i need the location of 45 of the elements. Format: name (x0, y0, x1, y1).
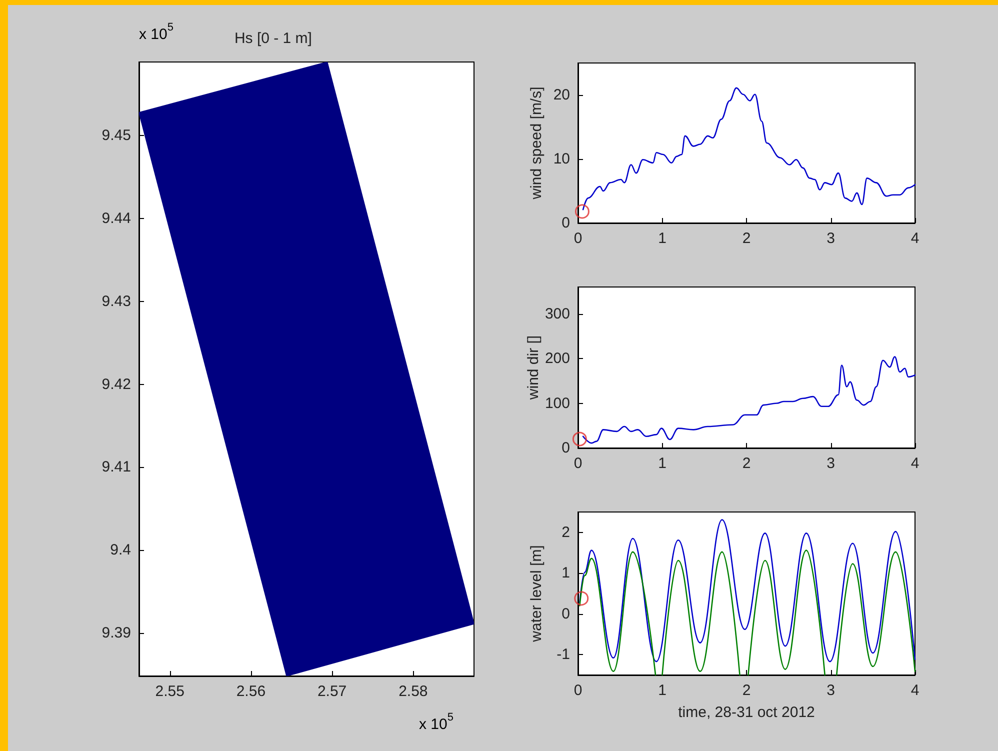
y-tick-label: 9.44 (102, 210, 131, 228)
y-tick-label: 20 (553, 86, 570, 104)
y-tick-label: 100 (544, 394, 570, 412)
x-tick-label: 4 (910, 682, 920, 699)
x-axis-title: time, 28-31 oct 2012 (678, 704, 815, 721)
y-tick-label: 0 (562, 605, 570, 622)
chart-title: Hs [0 - 1 m] (234, 30, 312, 47)
line-series (579, 519, 916, 662)
x-tick-label: 2.56 (236, 683, 266, 700)
x-tick-label: 2.58 (398, 683, 428, 700)
x-tick-label: 2 (742, 682, 751, 699)
x-tick-label: 2 (742, 455, 751, 472)
x-tick-label: 3 (826, 230, 835, 247)
y-tick-label: 9.4 (110, 542, 131, 559)
y-tick-label: 9.42 (102, 376, 131, 393)
y-axis-title: wind dir [] (525, 335, 542, 401)
y-tick-label: 2 (562, 524, 570, 541)
y-tick-label: 9.39 (102, 624, 131, 642)
x-tick-label: 2.55 (155, 683, 184, 700)
y-tick-label: 1 (562, 564, 570, 582)
y-tick-label: 0 (562, 440, 570, 456)
x-tick-label: 3 (826, 682, 835, 699)
y-tick-label: 10 (553, 150, 570, 168)
y-tick-label: 0 (562, 214, 570, 232)
y-tick-label: 300 (544, 305, 570, 322)
y-tick-label: 200 (544, 350, 570, 368)
x-tick-label: 4 (910, 230, 920, 247)
x-tick-label: 2 (742, 230, 751, 247)
y-axis-title: water level [m] (528, 545, 545, 643)
y-tick-label: 9.43 (102, 292, 131, 310)
x-tick-label: 0 (574, 682, 582, 699)
y-tick-label: 9.45 (102, 127, 131, 144)
x-tick-label: 0 (574, 230, 582, 247)
line-series (582, 356, 916, 444)
x-tick-label: 2.57 (317, 683, 347, 700)
y-tick-label: 9.41 (102, 458, 131, 476)
x-tick-label: 1 (658, 230, 666, 247)
x-tick-label: 4 (910, 455, 920, 472)
line-series (582, 87, 916, 210)
x-tick-label: 1 (658, 682, 666, 699)
x-tick-label: 1 (658, 455, 666, 472)
y-tick-label: -1 (556, 646, 570, 664)
x-tick-label: 3 (826, 455, 835, 472)
y-axis-title: wind speed [m/s] (528, 86, 545, 200)
x-tick-label: 0 (574, 455, 582, 472)
